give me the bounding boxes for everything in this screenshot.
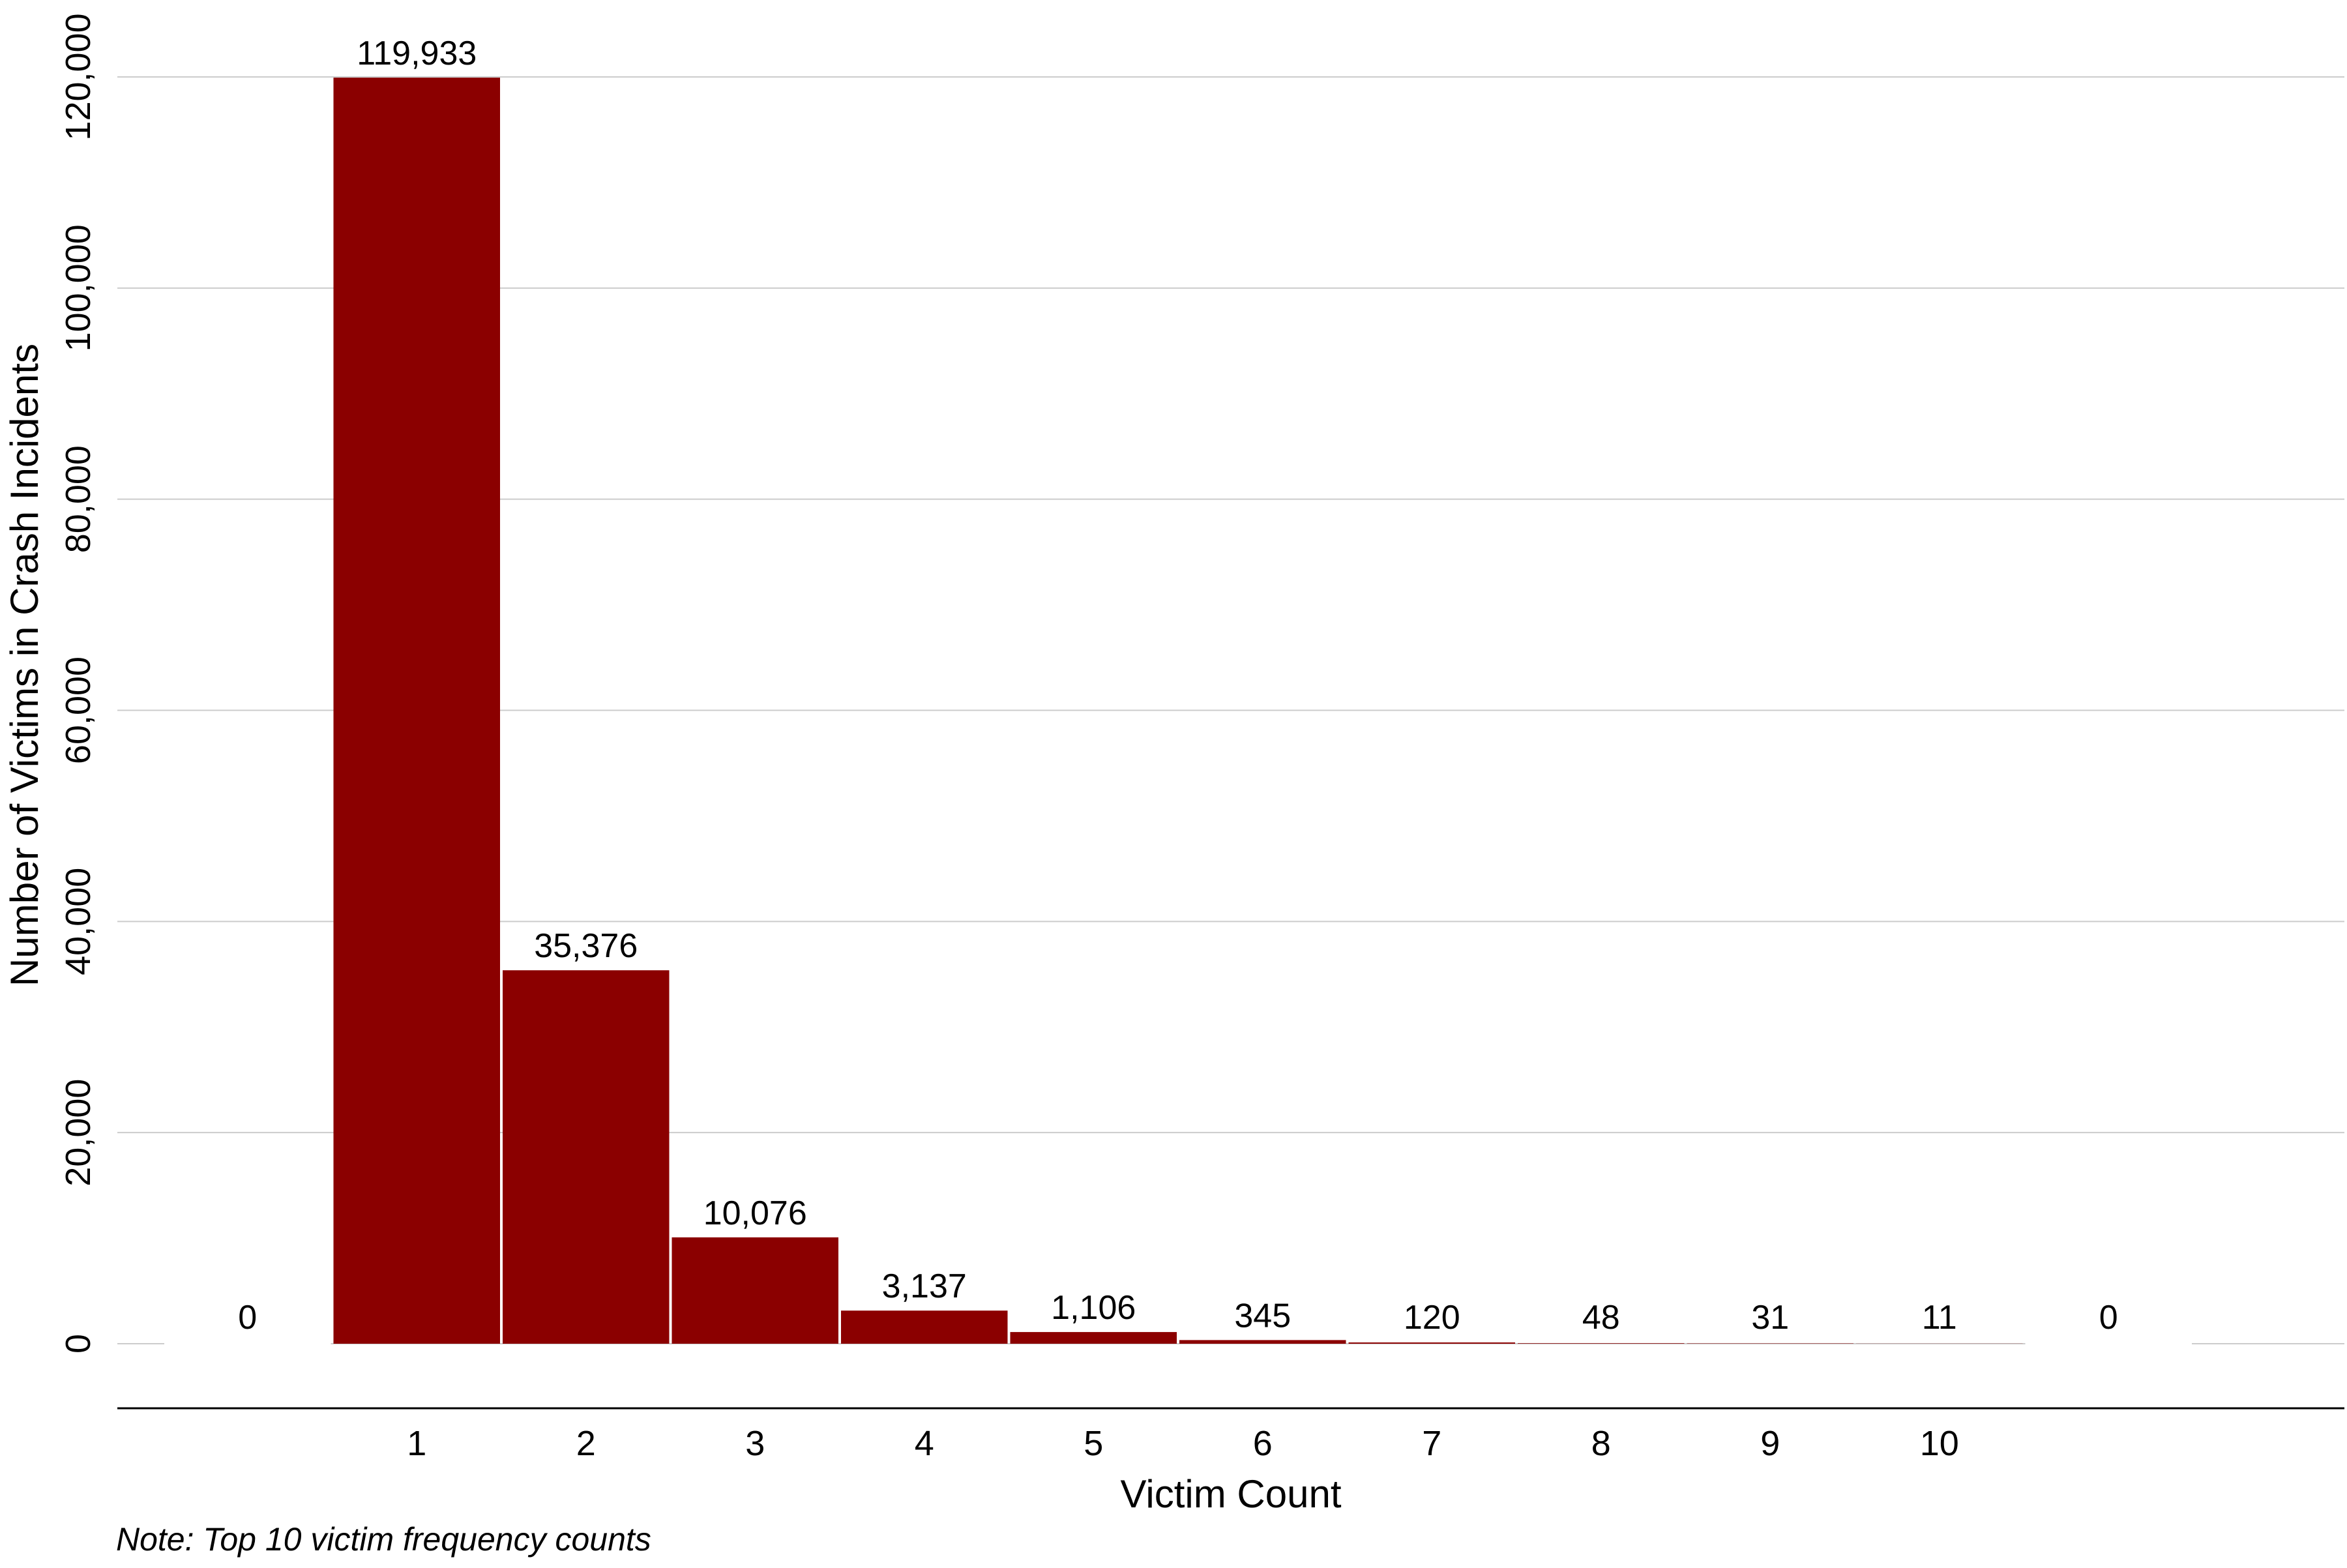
data-label: 345 xyxy=(1234,1297,1291,1335)
y-tick-label: 120,000 xyxy=(59,13,98,140)
x-tick-label: 9 xyxy=(1760,1424,1780,1463)
data-label: 1,106 xyxy=(1051,1289,1136,1327)
data-label: 31 xyxy=(1751,1299,1789,1337)
y-tick-label: 0 xyxy=(59,1334,98,1354)
data-label: 11 xyxy=(1922,1299,1957,1337)
data-label: 10,076 xyxy=(703,1194,807,1232)
y-tick-label: 20,000 xyxy=(59,1079,98,1187)
y-tick-label: 100,000 xyxy=(59,224,98,351)
data-label: 120 xyxy=(1404,1299,1460,1337)
x-axis-title: Victim Count xyxy=(1120,1472,1341,1516)
bar xyxy=(672,1237,839,1344)
x-tick-label: 2 xyxy=(576,1424,596,1463)
y-axis: 0 20,000 40,000 60,000 80,000 100,000 120,000 xyxy=(59,13,98,1354)
bar xyxy=(1011,1332,1177,1344)
data-label: 3,137 xyxy=(882,1267,967,1305)
x-axis: 1 2 3 4 5 6 7 8 9 10 xyxy=(407,1424,1959,1463)
x-tick-label: 4 xyxy=(915,1424,934,1463)
x-tick-label: 6 xyxy=(1253,1424,1273,1463)
data-label: 119,933 xyxy=(357,35,477,72)
x-tick-label: 8 xyxy=(1591,1424,1611,1463)
bar xyxy=(1687,1343,1854,1344)
bar xyxy=(503,970,670,1344)
data-label: 0 xyxy=(238,1299,257,1337)
data-label: 48 xyxy=(1582,1299,1620,1337)
bar xyxy=(841,1310,1008,1344)
data-label: 35,376 xyxy=(534,927,638,965)
x-tick-label: 10 xyxy=(1920,1424,1959,1463)
x-tick-label: 7 xyxy=(1422,1424,1441,1463)
data-label: 0 xyxy=(2099,1299,2118,1337)
bar xyxy=(1179,1340,1346,1344)
y-tick-label: 60,000 xyxy=(59,657,98,764)
x-tick-label: 5 xyxy=(1084,1424,1103,1463)
y-tick-label: 80,000 xyxy=(59,445,98,553)
x-tick-label: 3 xyxy=(745,1424,765,1463)
bar xyxy=(334,78,501,1344)
empty-bar xyxy=(164,1340,331,1347)
y-tick-label: 40,000 xyxy=(59,868,98,975)
x-tick-label: 1 xyxy=(407,1424,426,1463)
y-axis-title: Number of Victims in Crash Incidents xyxy=(3,344,46,986)
bar xyxy=(1518,1343,1685,1344)
chart-note: Note: Top 10 victim frequency counts xyxy=(116,1521,651,1558)
bars xyxy=(164,78,2192,1347)
bar xyxy=(1349,1342,1516,1344)
empty-bar xyxy=(2026,1340,2192,1347)
